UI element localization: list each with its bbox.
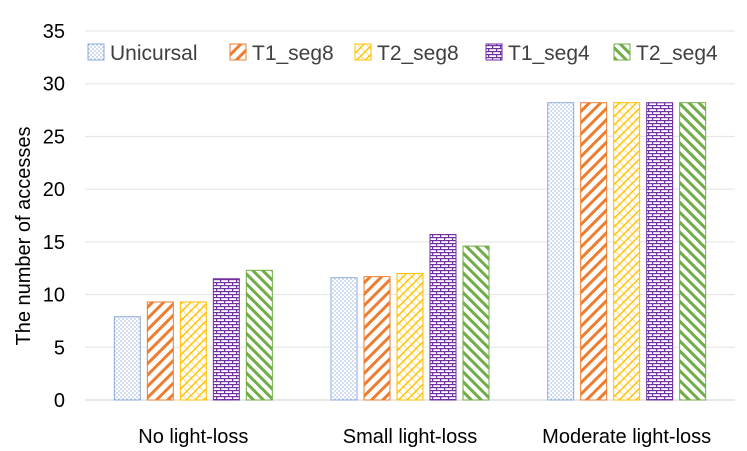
legend-item: T2_seg4 [613, 42, 718, 65]
bar-t2-seg8-3 [613, 102, 641, 401]
legend-label: T1_seg4 [508, 42, 590, 65]
bar-t1-seg4-3 [646, 102, 674, 401]
legend-swatch [229, 43, 247, 61]
legend-swatch [87, 43, 105, 61]
bar-t2-seg4-1 [245, 269, 273, 401]
y-tick-label: 30 [43, 74, 65, 96]
y-axis-title: The number of accesses [13, 127, 35, 346]
bar-t1-seg4-1 [212, 278, 240, 401]
x-category-label: Small light-loss [343, 426, 477, 448]
bar-t2-seg8-1 [179, 301, 207, 401]
bar-t2-seg4-3 [679, 102, 707, 401]
bar-t2-seg4-2 [462, 245, 490, 401]
y-tick-label: 0 [54, 390, 65, 412]
y-tick-label: 20 [43, 179, 65, 201]
legend-swatch [485, 43, 503, 61]
legend-label: Unicursal [110, 42, 198, 65]
y-tick-label: 5 [54, 337, 65, 359]
y-tick-label: 35 [43, 21, 65, 43]
bar-t1-seg8-3 [580, 102, 608, 401]
y-tick-label: 15 [43, 232, 65, 254]
bar-t1-seg8-1 [146, 301, 174, 401]
legend-swatch [354, 43, 372, 61]
bars [113, 102, 707, 401]
bar-unicursal-3 [547, 102, 575, 401]
legend-label: T1_seg8 [252, 42, 334, 65]
legend-item: T1_seg4 [485, 42, 590, 65]
bar-unicursal-2 [330, 277, 358, 401]
legend-item: T2_seg8 [354, 42, 459, 65]
x-axis-categories: No light-loss Small light-loss Moderate li… [138, 426, 711, 448]
bar-t1-seg4-2 [429, 233, 457, 401]
legend-label: T2_seg4 [636, 42, 718, 65]
y-tick-label: 25 [43, 126, 65, 148]
legend-swatch [613, 43, 631, 61]
bar-t1-seg8-2 [363, 276, 391, 401]
legend-label: T2_seg8 [377, 42, 459, 65]
bar-t2-seg8-2 [396, 272, 424, 401]
y-axis-ticks: 0 5 10 15 20 25 30 35 [43, 21, 65, 412]
y-tick-label: 10 [43, 285, 65, 307]
legend: Unicursal T1_seg8 T2_seg8 T1_seg4 T2_seg4 [87, 42, 718, 65]
x-category-label: No light-loss [138, 426, 248, 448]
bar-unicursal-1 [113, 316, 141, 401]
legend-item: Unicursal [87, 42, 198, 65]
legend-item: T1_seg8 [229, 42, 334, 65]
x-category-label: Moderate light-loss [542, 426, 711, 448]
